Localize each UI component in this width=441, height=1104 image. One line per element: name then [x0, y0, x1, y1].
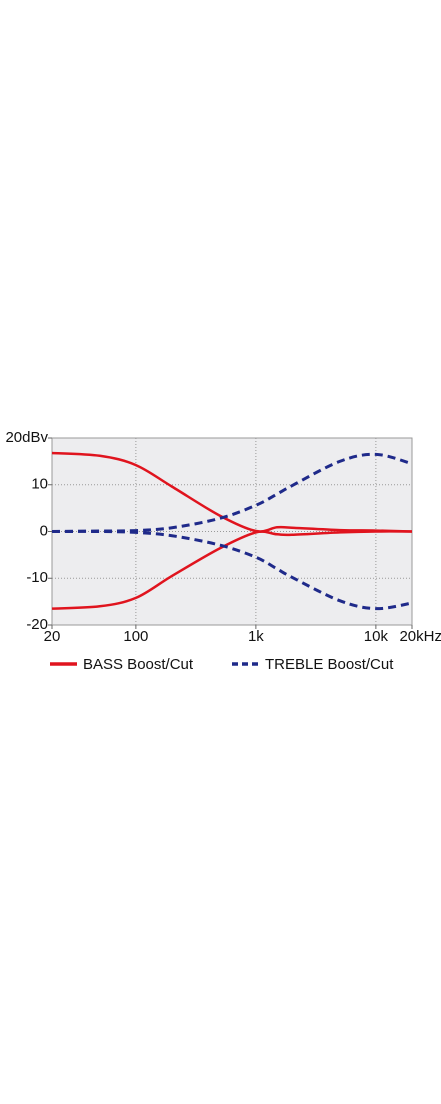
x-tick-label: 20 — [44, 628, 61, 645]
x-tick-label: 10k — [364, 628, 389, 645]
x-tick-label: 20kHz — [399, 628, 441, 645]
y-tick-label: 0 — [40, 522, 48, 539]
curve — [51, 451, 413, 533]
y-tick-label: 20dBv — [5, 429, 48, 446]
y-tick-label: -20 — [26, 616, 48, 633]
legend-label: BASS Boost/Cut — [83, 656, 194, 673]
curve — [51, 530, 413, 610]
x-tick-label: 100 — [123, 628, 148, 645]
y-tick-label: 10 — [31, 476, 48, 493]
y-tick-label: -10 — [26, 569, 48, 586]
curve — [51, 452, 413, 533]
legend-label: TREBLE Boost/Cut — [265, 656, 394, 673]
curve — [51, 529, 413, 611]
x-tick-label: 1k — [248, 628, 264, 645]
